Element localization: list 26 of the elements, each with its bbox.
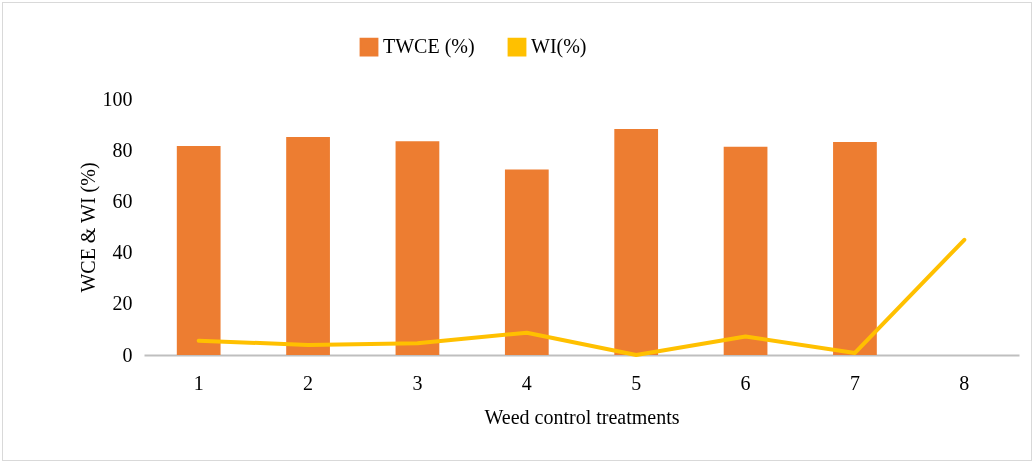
x-tick-label: 3 (412, 371, 423, 394)
y-axis-title: WCE & WI (%) (76, 162, 100, 293)
x-tick-label: 8 (959, 371, 970, 394)
x-tick-label: 2 (303, 371, 314, 394)
bar (614, 128, 659, 355)
x-tick-label: 6 (740, 371, 751, 394)
y-tick-label: 80 (112, 138, 133, 161)
x-tick-label: 1 (193, 371, 204, 394)
y-tick-label: 0 (122, 343, 133, 366)
y-tick-label: 60 (112, 189, 133, 212)
legend-label: WI(%) (531, 35, 587, 59)
y-tick-label: 40 (112, 241, 133, 264)
bar (286, 136, 330, 355)
line-series (196, 237, 967, 357)
x-tick-label: 5 (631, 371, 642, 394)
y-tick-label: 100 (102, 87, 133, 110)
bar (723, 146, 768, 355)
legend-label: TWCE (%) (383, 35, 475, 59)
y-tick-label: 20 (112, 292, 133, 315)
x-tick-label: 4 (521, 371, 532, 394)
bar (395, 141, 440, 355)
bar (504, 169, 549, 355)
bar (833, 142, 877, 355)
bar (176, 146, 221, 355)
x-tick-label: 7 (849, 371, 860, 394)
x-axis-title: Weed control treatments (484, 405, 680, 428)
